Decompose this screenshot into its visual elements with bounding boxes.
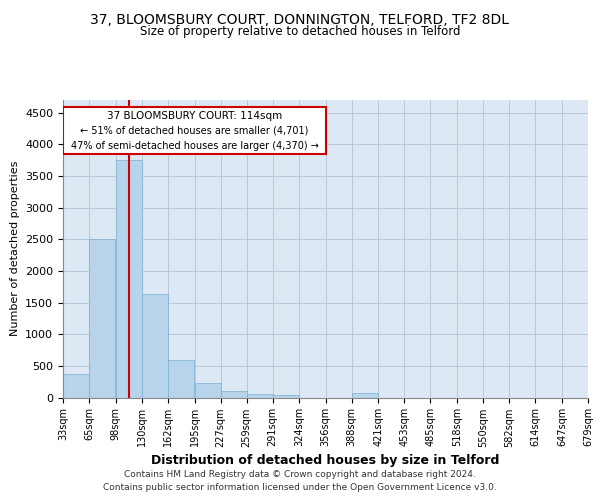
Bar [89,240,115,398]
Text: Contains public sector information licensed under the Open Government Licence v3: Contains public sector information licen… [103,482,497,492]
Bar [142,294,168,398]
X-axis label: Distribution of detached houses by size in Telford: Distribution of detached houses by size … [151,454,500,466]
Text: 37 BLOOMSBURY COURT: 114sqm: 37 BLOOMSBURY COURT: 114sqm [107,110,282,120]
Text: 37, BLOOMSBURY COURT, DONNINGTON, TELFORD, TF2 8DL: 37, BLOOMSBURY COURT, DONNINGTON, TELFOR… [91,12,509,26]
Y-axis label: Number of detached properties: Number of detached properties [10,161,20,336]
Bar [272,395,299,398]
Bar [194,384,221,398]
Bar [168,360,194,398]
Bar [116,160,142,398]
Text: ← 51% of detached houses are smaller (4,701): ← 51% of detached houses are smaller (4,… [80,126,309,136]
Bar [247,394,272,398]
Text: Contains HM Land Registry data © Crown copyright and database right 2024.: Contains HM Land Registry data © Crown c… [124,470,476,479]
Bar [63,374,89,398]
Text: Size of property relative to detached houses in Telford: Size of property relative to detached ho… [140,25,460,38]
Bar [221,391,247,398]
Text: 47% of semi-detached houses are larger (4,370) →: 47% of semi-detached houses are larger (… [71,141,319,151]
Bar [352,394,377,398]
Bar [63,107,326,154]
